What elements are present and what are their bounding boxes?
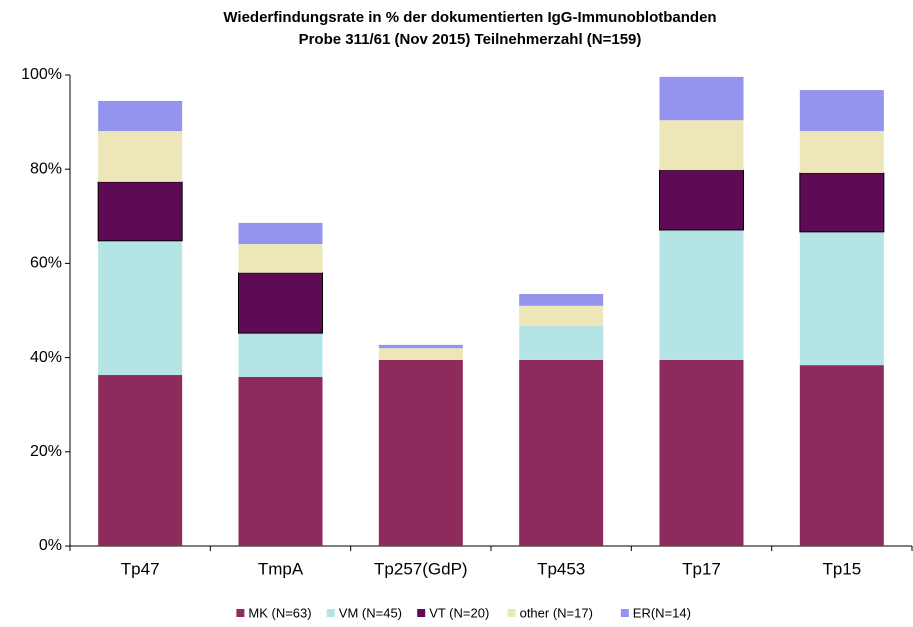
bar-segment (238, 333, 323, 377)
y-tick-label: 60% (30, 255, 62, 272)
bar-segment (97, 181, 183, 242)
bar-segment (799, 172, 885, 233)
legend-swatch (326, 609, 335, 617)
legend-swatch (620, 609, 629, 617)
legend-swatch (417, 609, 426, 617)
bar-segment (238, 222, 323, 245)
bar-segment (519, 305, 604, 327)
x-tick-label: Tp453 (537, 559, 585, 578)
legend-label: ER(N=14) (633, 605, 691, 620)
bar-segment (799, 90, 884, 132)
bar-segment (519, 326, 604, 360)
legend-swatch (507, 609, 516, 617)
bar-segment (378, 344, 463, 349)
x-tick-label: Tp47 (121, 559, 160, 578)
bar-segment (238, 272, 323, 334)
y-tick-label: 0% (39, 537, 62, 554)
x-tick-label: TmpA (258, 559, 304, 578)
bar-segment (659, 76, 744, 121)
bar-segment (659, 169, 744, 231)
legend-label: other (N=17) (520, 605, 593, 620)
y-tick-label: 100% (21, 66, 62, 83)
bar-segment (659, 229, 744, 360)
x-tick-label: Tp17 (682, 559, 721, 578)
bar-segment (659, 120, 744, 171)
bar-segment (799, 365, 884, 546)
legend-label: VM (N=45) (339, 605, 402, 620)
bar-segment (238, 376, 323, 546)
bar-segment (519, 294, 604, 306)
y-tick-label: 20% (30, 443, 62, 460)
chart-subtitle: Probe 311/61 (Nov 2015) Teilnehmerzahl (… (299, 31, 642, 48)
legend-label: MK (N=63) (248, 605, 311, 620)
legend-swatch (236, 609, 245, 617)
bar-segment (799, 131, 884, 173)
bar-segment (378, 359, 463, 546)
chart-title: Wiederfindungsrate in % der dokumentiert… (223, 9, 716, 26)
y-tick-label: 80% (30, 160, 62, 177)
x-tick-label: Tp257(GdP) (374, 559, 468, 578)
bar-segment (98, 375, 183, 546)
bar-segment (799, 231, 884, 366)
x-tick-label: Tp15 (822, 559, 861, 578)
bar-segment (519, 359, 604, 546)
legend-label: VT (N=20) (429, 605, 489, 620)
bar-segment (238, 244, 323, 273)
bar-segment (378, 348, 463, 360)
bar-segment (98, 131, 183, 182)
bar-segment (98, 240, 183, 376)
y-tick-label: 40% (30, 349, 62, 366)
bar-segment (659, 359, 744, 546)
bar-segment (98, 100, 183, 132)
